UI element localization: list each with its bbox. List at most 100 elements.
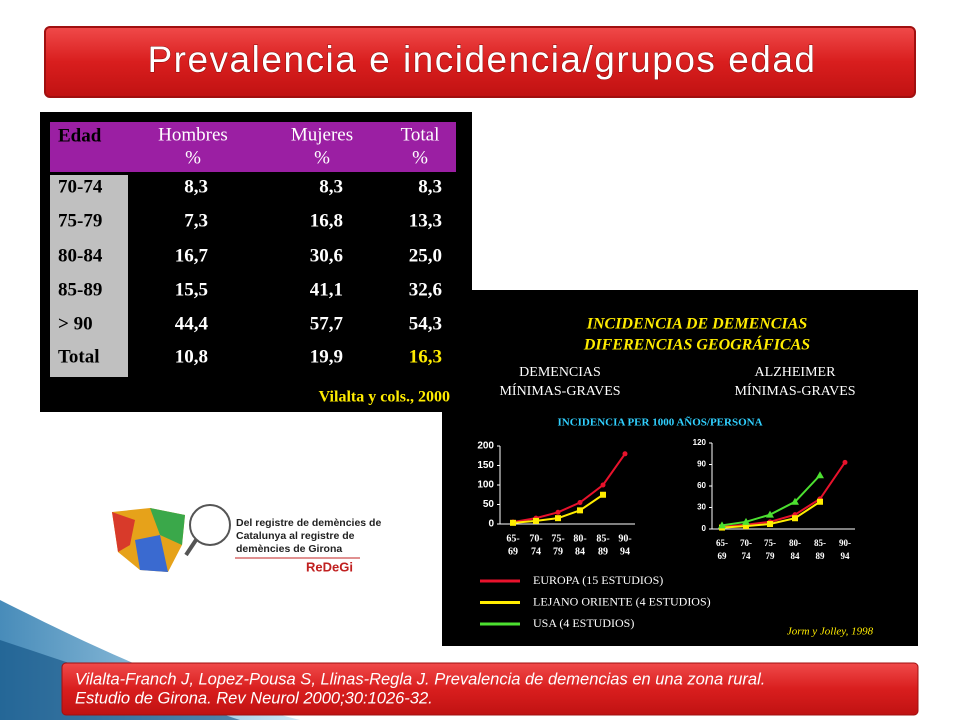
table-cell: 30,6 bbox=[310, 245, 343, 266]
row-label: > 90 bbox=[58, 313, 93, 334]
chart-subtitle: DEMENCIAS bbox=[519, 365, 601, 380]
table-cell: 7,3 bbox=[184, 210, 208, 231]
map bbox=[135, 535, 168, 572]
marker bbox=[622, 451, 628, 457]
column-header: % bbox=[185, 147, 201, 168]
table-cell: 16,8 bbox=[310, 210, 343, 231]
table-cell: 41,1 bbox=[310, 279, 343, 300]
x-tick-label: 90- bbox=[618, 533, 631, 544]
x-tick-label: 69 bbox=[718, 551, 728, 561]
logo-text: Catalunya al registre de bbox=[236, 530, 355, 542]
marker bbox=[792, 515, 798, 522]
x-tick-label: 74 bbox=[531, 546, 541, 557]
x-tick-label: 65- bbox=[506, 533, 519, 544]
marker bbox=[555, 509, 561, 515]
column-header: % bbox=[314, 147, 330, 168]
legend-label: USA (4 ESTUDIOS) bbox=[533, 616, 634, 630]
table-header bbox=[50, 122, 456, 172]
y-tick-label: 150 bbox=[477, 460, 494, 471]
logo-text: Del registre de demències de bbox=[236, 517, 381, 529]
table-cell: 16,3 bbox=[409, 346, 442, 367]
map bbox=[150, 508, 185, 545]
column-header: Mujeres bbox=[291, 124, 353, 145]
x-tick-label: 84 bbox=[575, 546, 585, 557]
x-tick-label: 94 bbox=[620, 546, 630, 557]
y-tick-label: 100 bbox=[477, 480, 494, 491]
y-tick-label: 0 bbox=[488, 519, 494, 530]
x-tick-label: 70- bbox=[529, 533, 542, 544]
marker bbox=[600, 482, 606, 488]
marker bbox=[718, 521, 726, 529]
x-tick-label: 75- bbox=[551, 533, 564, 544]
citation-box bbox=[61, 662, 919, 716]
series-line bbox=[512, 453, 626, 524]
row-label: 70-74 bbox=[58, 176, 103, 197]
chart-subtitle: ALZHEIMER bbox=[755, 365, 837, 380]
column-header: % bbox=[412, 147, 428, 168]
marker bbox=[743, 523, 749, 530]
table-first-column bbox=[50, 175, 128, 377]
x-tick-label: 75- bbox=[764, 538, 776, 548]
marker bbox=[600, 491, 606, 498]
figure-title: INCIDENCIA DE DEMENCIAS bbox=[586, 316, 808, 333]
table-cell: 16,7 bbox=[175, 245, 209, 266]
logo-brand: ReDeGi bbox=[306, 559, 353, 574]
y-tick-label: 120 bbox=[693, 438, 707, 447]
marker bbox=[817, 498, 823, 505]
magnifier bbox=[184, 538, 198, 557]
x-tick-label: 89 bbox=[816, 551, 826, 561]
table-source: Vilalta y cols., 2000 bbox=[319, 389, 450, 406]
x-tick-label: 80- bbox=[789, 538, 801, 548]
table-cell: 8,3 bbox=[184, 176, 208, 197]
marker bbox=[766, 510, 774, 518]
table-cell: 25,0 bbox=[409, 245, 442, 266]
y-tick-label: 0 bbox=[702, 524, 707, 533]
marker bbox=[577, 500, 583, 506]
column-header: Hombres bbox=[158, 124, 228, 145]
figure-box bbox=[442, 290, 918, 646]
marker bbox=[791, 497, 799, 505]
column-header: Edad bbox=[58, 125, 102, 146]
marker bbox=[816, 471, 824, 479]
x-tick-label: 89 bbox=[598, 546, 608, 557]
x-tick-label: 84 bbox=[791, 551, 801, 561]
logo bbox=[112, 504, 360, 572]
x-tick-label: 79 bbox=[766, 551, 776, 561]
x-tick-label: 79 bbox=[553, 546, 563, 557]
title: Prevalencia e incidencia/grupos edad bbox=[147, 39, 816, 80]
table-cell: 54,3 bbox=[409, 313, 442, 334]
y-tick-label: 50 bbox=[483, 499, 495, 510]
marker bbox=[767, 520, 773, 527]
x-tick-label: 85- bbox=[596, 533, 609, 544]
x-tick-label: 94 bbox=[841, 551, 851, 561]
table-cell: 44,4 bbox=[175, 313, 209, 334]
citation: Vilalta-Franch J, Lopez-Pousa S, Llinas-… bbox=[75, 670, 765, 688]
y-tick-label: 30 bbox=[697, 503, 706, 512]
chart-subtitle: MÍNIMAS-GRAVES bbox=[499, 382, 620, 399]
column-header: Total bbox=[401, 124, 440, 145]
row-label: 85-89 bbox=[58, 279, 102, 300]
table-cell: 57,7 bbox=[310, 313, 344, 334]
table-cell: 32,6 bbox=[409, 279, 442, 300]
y-tick-label: 60 bbox=[697, 481, 706, 490]
row-label: Total bbox=[58, 346, 100, 367]
table-cell: 19,9 bbox=[310, 346, 343, 367]
table-cell: 8,3 bbox=[319, 176, 343, 197]
table-cell: 10,8 bbox=[175, 346, 208, 367]
row-label: 80-84 bbox=[58, 245, 103, 266]
series-line bbox=[721, 461, 846, 528]
y-tick-label: 90 bbox=[697, 460, 706, 469]
citation: Estudio de Girona. Rev Neurol 2000;30:10… bbox=[75, 689, 433, 707]
x-tick-label: 80- bbox=[573, 533, 586, 544]
marker bbox=[510, 519, 516, 526]
row-label: 75-79 bbox=[58, 210, 102, 231]
table-cell: 15,5 bbox=[175, 279, 208, 300]
y-tick-label: 200 bbox=[477, 441, 494, 452]
figure-source: Jorm y Jolley, 1998 bbox=[787, 626, 874, 638]
table-cell: 8,3 bbox=[418, 176, 442, 197]
table-cell: 13,3 bbox=[409, 210, 442, 231]
title-box bbox=[44, 26, 916, 98]
chart-subtitle: MÍNIMAS-GRAVES bbox=[734, 382, 855, 399]
x-tick-label: 65- bbox=[716, 538, 728, 548]
